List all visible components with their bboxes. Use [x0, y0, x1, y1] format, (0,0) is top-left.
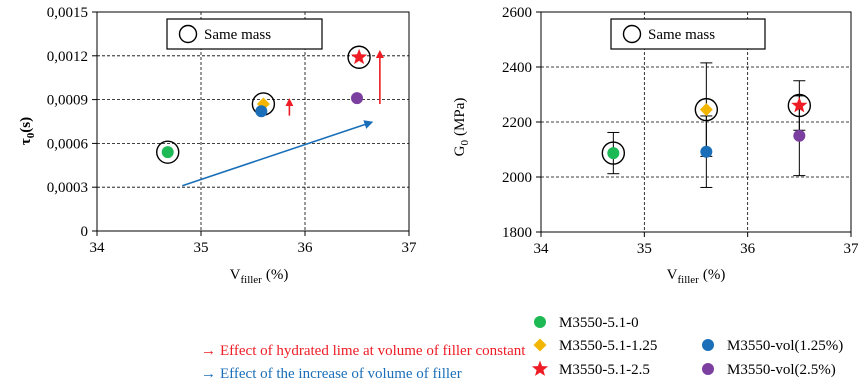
tau-plot-frame: [96, 11, 410, 232]
x-tick-label: 34: [90, 240, 106, 256]
legend-label: M3550-vol(1.25%): [727, 338, 843, 354]
modulus-chart: 34 35 36 37 1800 2000 2200 2400 2600 Same mass G…: [452, 5, 859, 286]
data-point: [351, 92, 363, 105]
modulus-error-bars: [607, 62, 806, 188]
y-tick-label: 0,0012: [47, 49, 88, 65]
y-tick-label: 0,0003: [47, 180, 88, 196]
data-point: [161, 146, 174, 159]
x-tick-label: 34: [534, 241, 550, 257]
modulus-points: [601, 93, 812, 165]
y-tick-label: 1800: [502, 225, 532, 241]
same-mass-circle: [347, 45, 371, 69]
tau-arrows: [182, 49, 384, 187]
y-tick-label: 0,0009: [47, 93, 88, 109]
tau-same-mass-label: Same mass: [204, 27, 271, 43]
tau-chart: 34 35 36 3700,00030,00060,00090,00120,0015 …: [18, 5, 417, 286]
data-point: [700, 145, 713, 158]
same-mass-circle-icon: [622, 24, 642, 44]
data-point: [255, 105, 268, 118]
effect-notes: → Effect of hydrated lime at volume of fi…: [201, 343, 526, 382]
data-point: [607, 147, 620, 160]
x-tick-label: 35: [637, 241, 652, 257]
hydrated-lime-note: → Effect of hydrated lime at volume of fi…: [201, 343, 526, 359]
data-point: [699, 103, 713, 117]
y-tick-label: 2000: [502, 170, 532, 186]
legend-label: M3550-5.1-0: [559, 315, 639, 331]
modulus-same-mass-box: Same mass: [610, 18, 766, 50]
modulus-ylabel: G0(MPa): [452, 98, 471, 157]
y-tick-label: 2400: [502, 60, 532, 76]
legend-label: M3550-5.1-1.25: [559, 338, 657, 354]
tau-ylabel: τ0(s): [18, 117, 37, 145]
same-mass-circle: [156, 140, 180, 164]
tau-same-mass-box: Same mass: [166, 18, 323, 50]
y-tick-label: 2200: [502, 115, 532, 131]
legend: M3550-5.1-0 M3550-5.1-1.25 M3550-5.1-2.5 M3…: [531, 315, 843, 378]
legend-label: M3550-vol(2.5%): [727, 362, 836, 378]
y-tick-label: 0,0015: [47, 5, 88, 21]
legend-marker: [533, 338, 547, 352]
filler-volume-note: → Effect of the increase of volume of fil…: [201, 366, 462, 382]
data-point: [791, 97, 808, 113]
data-point: [351, 48, 368, 65]
modulus-xlabel: Vfiller (%): [667, 267, 726, 286]
y-tick-label: 0,0006: [47, 136, 89, 152]
legend-label: M3550-5.1-2.5: [559, 362, 650, 378]
x-tick-label: 37: [402, 240, 418, 256]
same-mass-circle: [787, 93, 812, 118]
x-tick-label: 36: [298, 240, 314, 256]
same-mass-circle: [694, 97, 719, 122]
modulus-same-mass-label: Same mass: [648, 27, 715, 43]
y-tick-label: 2600: [502, 5, 532, 21]
tau-points: [156, 45, 371, 164]
x-tick-label: 36: [740, 241, 756, 257]
x-tick-label: 35: [194, 240, 209, 256]
y-tick-label: 0: [81, 224, 89, 240]
legend-marker: [531, 360, 549, 376]
same-mass-circle: [601, 141, 626, 165]
x-tick-label: 37: [844, 241, 860, 257]
filler-volume-arrow: [182, 120, 374, 187]
legend-marker: [702, 339, 714, 351]
same-mass-circle-icon: [178, 24, 198, 44]
legend-marker: [702, 363, 714, 375]
data-point: [793, 129, 806, 142]
tau-xlabel: Vfiller (%): [230, 267, 289, 286]
modulus-tick-labels: 34 35 36 37 1800 2000 2200 2400 2600: [502, 5, 859, 257]
tau-tick-labels: 34 35 36 37 0 0,0003 0,0006 0,0009 0,0012 0,0015: [47, 5, 417, 256]
legend-marker: [534, 316, 546, 328]
